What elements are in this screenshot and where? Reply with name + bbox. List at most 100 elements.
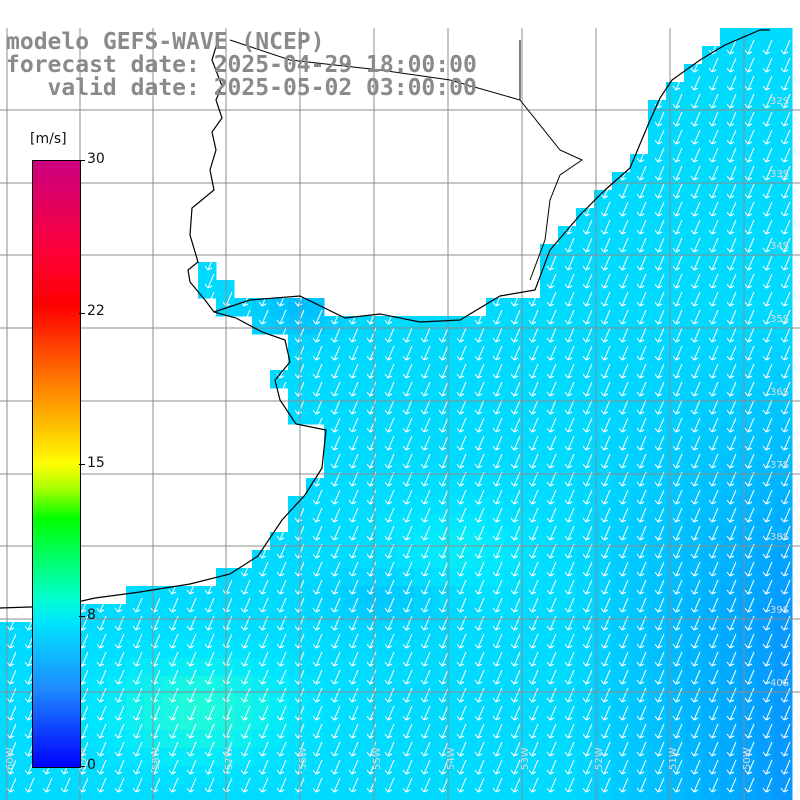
wind-arrow xyxy=(762,327,773,343)
wind-arrow xyxy=(780,579,791,595)
wind-arrow xyxy=(348,723,359,739)
wind-cell xyxy=(414,388,433,407)
wind-arrow xyxy=(654,291,665,307)
wind-cell xyxy=(576,586,595,605)
wind-arrow xyxy=(294,741,305,757)
wind-cell xyxy=(774,244,793,263)
wind-cell xyxy=(324,604,343,623)
wind-cell xyxy=(558,640,577,659)
wind-cell xyxy=(342,586,361,605)
wind-arrow xyxy=(420,615,431,631)
wind-cell xyxy=(630,532,649,551)
wind-cell xyxy=(252,550,271,569)
wind-cell xyxy=(720,550,739,569)
wind-cell xyxy=(414,748,433,767)
wind-cell xyxy=(648,136,667,155)
wind-arrow xyxy=(492,327,503,343)
wind-arrow xyxy=(780,435,791,451)
wind-arrow xyxy=(780,183,791,199)
wind-cell xyxy=(648,550,667,569)
wind-cell xyxy=(720,532,739,551)
lon-label: 54W xyxy=(446,747,457,770)
wind-cell xyxy=(504,388,523,407)
wind-cell xyxy=(576,694,595,713)
wind-arrow xyxy=(726,111,737,127)
wind-arrow xyxy=(654,597,665,613)
wind-cell xyxy=(756,586,775,605)
wind-arrow xyxy=(708,237,719,253)
wind-cell xyxy=(162,676,181,695)
wind-arrow xyxy=(564,273,575,289)
lat-label: 38S xyxy=(770,532,789,543)
wind-arrow xyxy=(600,687,611,703)
wind-arrow xyxy=(726,435,737,451)
wind-arrow xyxy=(312,381,323,397)
wind-arrow xyxy=(186,651,197,667)
wind-cell xyxy=(360,388,379,407)
wind-cell xyxy=(450,334,469,353)
wind-cell xyxy=(630,568,649,587)
wind-arrow xyxy=(672,615,683,631)
wind-cell xyxy=(486,604,505,623)
wind-arrow xyxy=(150,723,161,739)
wind-arrow xyxy=(474,633,485,649)
wind-cell xyxy=(558,370,577,389)
wind-arrow xyxy=(528,363,539,379)
wind-cell xyxy=(756,352,775,371)
wind-cell xyxy=(486,640,505,659)
wind-arrow xyxy=(474,399,485,415)
wind-cell xyxy=(306,370,325,389)
wind-cell xyxy=(648,784,667,800)
wind-arrow xyxy=(744,453,755,469)
wind-arrow xyxy=(312,633,323,649)
wind-arrow xyxy=(312,705,323,721)
wind-cell xyxy=(234,604,253,623)
wind-cell xyxy=(594,622,613,641)
wind-cell xyxy=(648,712,667,731)
wind-arrow xyxy=(312,561,323,577)
wind-cell xyxy=(126,730,145,749)
wind-cell xyxy=(756,82,775,101)
wind-arrow xyxy=(528,633,539,649)
wind-cell xyxy=(738,550,757,569)
wind-cell xyxy=(684,262,703,281)
wind-arrow xyxy=(726,399,737,415)
wind-arrow xyxy=(456,669,467,685)
wind-cell xyxy=(450,784,469,800)
wind-cell xyxy=(432,640,451,659)
wind-cell xyxy=(666,118,685,137)
wind-cell xyxy=(720,136,739,155)
wind-cell xyxy=(684,352,703,371)
wind-arrow xyxy=(618,651,629,667)
wind-cell xyxy=(396,496,415,515)
wind-arrow xyxy=(384,453,395,469)
wind-arrow xyxy=(276,669,287,685)
wind-arrow xyxy=(240,633,251,649)
wind-cell xyxy=(576,280,595,299)
wind-arrow xyxy=(654,525,665,541)
wind-cell xyxy=(360,532,379,551)
wind-cell xyxy=(360,514,379,533)
wind-arrow xyxy=(690,777,701,793)
wind-arrow xyxy=(618,363,629,379)
wind-arrow xyxy=(402,489,413,505)
wind-arrow xyxy=(762,453,773,469)
wind-cell xyxy=(414,460,433,479)
wind-arrow xyxy=(204,651,215,667)
wind-cell xyxy=(630,622,649,641)
wind-arrow xyxy=(708,165,719,181)
wind-cell xyxy=(576,550,595,569)
wind-cell xyxy=(702,766,721,785)
wind-cell xyxy=(288,388,307,407)
wind-arrow xyxy=(708,57,719,73)
wind-arrow xyxy=(708,759,719,775)
wind-arrow xyxy=(600,453,611,469)
wind-cell xyxy=(486,730,505,749)
wind-arrow xyxy=(312,723,323,739)
lat-label: 35S xyxy=(770,314,789,325)
wind-arrow xyxy=(384,615,395,631)
wind-arrow xyxy=(546,741,557,757)
wind-arrow xyxy=(438,507,449,523)
wind-cell xyxy=(738,172,757,191)
wind-arrow xyxy=(384,435,395,451)
